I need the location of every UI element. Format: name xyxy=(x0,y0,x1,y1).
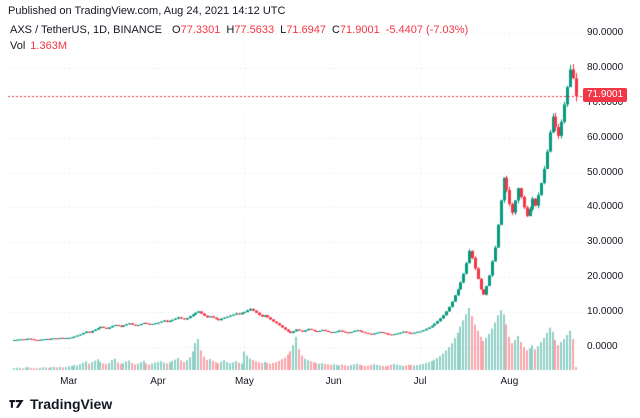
month-tick-label: May xyxy=(234,376,254,387)
price-tick-label: 10.0000 xyxy=(587,306,624,318)
month-tick-label: Aug xyxy=(500,376,519,387)
price-tick-label: 80.0000 xyxy=(587,61,624,73)
ohlc-letter: C xyxy=(331,24,340,36)
symbol-title[interactable]: AXS / TetherUS, 1D, BINANCE xyxy=(10,24,163,36)
ohlc-letter: L xyxy=(280,24,287,36)
ohlc-value: 77.5633 xyxy=(234,24,275,36)
price-tick-label: 0.0000 xyxy=(587,341,618,352)
ohlc-letter: O xyxy=(172,24,181,36)
month-tick-label: Mar xyxy=(60,376,78,387)
price-tick-label: 70.0000 xyxy=(587,96,624,108)
last-price-label: 71.9001 xyxy=(583,88,628,103)
month-tick-label: Apr xyxy=(150,376,166,387)
ohlc-value: 71.6947 xyxy=(286,24,326,36)
price-tick-label: 90.0000 xyxy=(587,26,624,38)
published-line: Published on TradingView.com, Aug 24, 20… xyxy=(8,5,286,17)
ohlc-value: 71.9001 xyxy=(339,24,380,36)
change-value: -5.4407 (-7.03%) xyxy=(385,24,469,36)
ohlc-values: O77.3301 H77.5633 L71.6947 C71.9001 xyxy=(166,24,380,36)
volume-value: 1.363M xyxy=(30,40,67,52)
ohlc-letter: H xyxy=(226,24,235,36)
ohlc-value: 77.3301 xyxy=(180,24,221,36)
tradingview-brand-text: TradingView xyxy=(30,395,113,412)
price-tick-label: 40.0000 xyxy=(587,201,624,213)
tradingview-logo-icon xyxy=(9,399,24,408)
price-tick-label: 60.0000 xyxy=(587,131,624,143)
price-tick-label: 50.0000 xyxy=(587,166,624,178)
volume-legend: Vol 1.363M xyxy=(10,40,67,52)
price-tick-label: 20.0000 xyxy=(587,271,624,283)
month-tick-label: Jun xyxy=(325,376,342,387)
volume-label: Vol xyxy=(10,40,26,52)
month-tick-label: Jul xyxy=(413,376,427,387)
price-tick-label: 30.0000 xyxy=(587,236,624,248)
chart-legend: AXS / TetherUS, 1D, BINANCE O77.3301 H77.5… xyxy=(10,24,468,36)
last-price-value: 71.9001 xyxy=(587,89,624,101)
tradingview-brand-link[interactable]: TradingView xyxy=(8,395,112,412)
